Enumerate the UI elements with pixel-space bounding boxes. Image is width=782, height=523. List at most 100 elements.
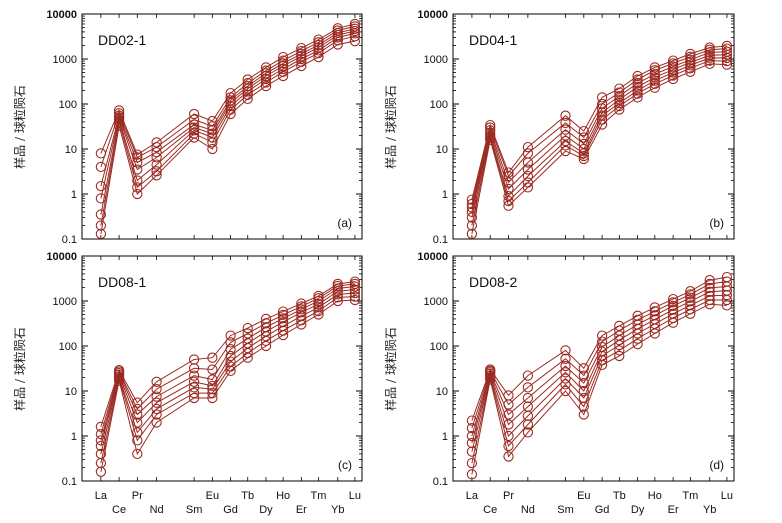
y-tick-label: 0.1 (62, 476, 77, 488)
data-point-s5-er (667, 61, 679, 72)
data-point-s6-lu (721, 43, 733, 54)
x-tick-label-pr: Pr (503, 490, 514, 502)
data-point-s1-pr (503, 451, 514, 462)
data-point-s7-sm (188, 108, 200, 120)
data-point-s3-la (466, 446, 478, 457)
data-point-s2-la (466, 457, 478, 469)
plot-frame (452, 13, 735, 240)
data-point-s7-tm (685, 48, 696, 60)
data-point-s4-eu (578, 385, 589, 397)
data-point-s4-nd (151, 397, 162, 408)
data-point-s4-gd (225, 97, 236, 109)
series-line-s1 (100, 299, 355, 472)
data-point-s7-tm (685, 286, 696, 297)
x-tick-label-ho: Ho (648, 490, 662, 502)
series-line-s2 (471, 299, 727, 464)
x-tick-label-la: La (466, 490, 479, 502)
data-point-s3-yb (704, 52, 715, 64)
data-point-s4-ho (649, 72, 660, 83)
x-tick-label-tb: Tb (613, 490, 626, 502)
data-point-s2-la (95, 220, 107, 231)
data-point-s4-er (667, 304, 679, 315)
data-point-s3-pr (503, 430, 514, 442)
data-point-s5-sm (188, 370, 200, 381)
data-point-s3-gd (225, 356, 236, 367)
y-axis-label: 样品 / 球粒陨石 (12, 327, 27, 411)
data-point-s6-lu (349, 21, 361, 32)
data-point-s6-sm (188, 114, 200, 125)
data-point-s2-nd (522, 419, 534, 430)
data-point-s4-tm (685, 296, 696, 307)
data-point-s6-sm (560, 117, 571, 129)
series-line-s7 (100, 23, 356, 156)
data-point-s6-ho (277, 309, 289, 321)
data-point-s3-la (95, 448, 107, 460)
data-point-s2-yb (704, 55, 715, 66)
data-point-s3-la (95, 209, 107, 220)
data-point-s4-sm (188, 376, 200, 387)
data-point-s7-lu (349, 18, 361, 30)
y-tick-label: 10 (436, 386, 448, 398)
data-point-s7-er (296, 42, 307, 54)
data-point-s2-pr (132, 182, 143, 193)
data-point-s6-la (95, 428, 107, 440)
y-tick-label: 1000 (424, 54, 448, 66)
data-point-s7-lu (349, 276, 361, 287)
data-point-s7-pr (503, 390, 514, 401)
data-point-s7-eu (207, 352, 218, 363)
data-point-s1-sm (188, 132, 200, 143)
series-line-s2 (100, 296, 355, 464)
data-point-s5-pr (132, 409, 143, 420)
data-point-s3-ho (649, 75, 660, 86)
x-tick-label-er: Er (296, 504, 307, 516)
data-point-s5-pr (503, 177, 514, 188)
x-tick-label-gd: Gd (223, 504, 238, 516)
data-point-s7-la (466, 194, 478, 205)
data-point-s3-lu (721, 289, 733, 301)
data-point-s4-la (95, 193, 107, 204)
chart-panel-2: 10000 1000 100 10 1 0.1 样品 / 球粒陨石 DD04-1 (b) (383, 9, 735, 246)
data-point-s3-sm (560, 373, 571, 384)
data-point-s6-tb (614, 87, 625, 98)
data-point-s7-tm (313, 290, 324, 302)
data-point-s7-er (296, 298, 307, 309)
data-point-s1-tb (614, 350, 625, 362)
data-point-s5-tb (242, 80, 253, 92)
series-line-s3 (100, 32, 356, 215)
data-point-s1-sm (560, 145, 571, 157)
data-point-s4-sm (560, 130, 571, 141)
chart-title: DD08-1 (98, 274, 146, 290)
data-point-s4-yb (704, 50, 715, 61)
data-point-s3-eu (578, 392, 589, 404)
data-point-s3-tm (685, 60, 696, 71)
data-point-s1-lu (721, 59, 733, 70)
data-point-s7-pr (503, 167, 514, 178)
data-point-s1-tm (313, 309, 324, 320)
data-point-s5-nd (151, 391, 162, 402)
data-point-s7-dy (632, 70, 643, 82)
data-point-s7-ce (485, 119, 496, 131)
series-line-s5 (471, 286, 727, 437)
data-point-s7-pr (132, 397, 143, 408)
data-point-s2-eu (578, 150, 589, 162)
data-point-s7-eu (578, 363, 589, 374)
data-point-s7-dy (260, 313, 272, 325)
series-line-s1 (471, 303, 727, 475)
x-tick-label-ho: Ho (276, 490, 290, 502)
x-tick-label-ce: Ce (483, 504, 497, 516)
x-tick-label-tm: Tm (311, 490, 327, 502)
data-point-s6-ce (113, 108, 125, 119)
y-tick-label: 10 (65, 144, 77, 156)
data-point-s6-nd (522, 382, 534, 393)
series-line-s4 (471, 54, 727, 213)
data-point-s6-la (466, 422, 478, 434)
data-point-s6-gd (596, 98, 608, 110)
y-tick-label: 10000 (46, 251, 77, 263)
data-point-s5-pr (503, 409, 514, 420)
data-point-s3-sm (188, 125, 200, 136)
y-axis-label: 样品 / 球粒陨石 (383, 85, 398, 169)
data-point-s6-er (296, 301, 307, 312)
chart-title: DD04-1 (469, 32, 517, 48)
data-point-s5-la (466, 430, 478, 442)
